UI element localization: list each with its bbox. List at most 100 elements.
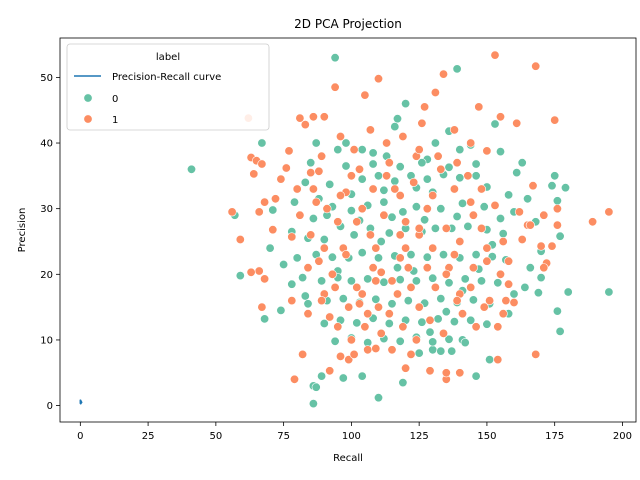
data-point-label-1 <box>406 282 416 292</box>
data-point-label-1 <box>363 345 373 355</box>
data-point-label-0 <box>346 206 356 216</box>
data-point-label-0 <box>604 287 614 297</box>
data-point-label-1 <box>287 232 297 242</box>
data-point-label-0 <box>376 237 386 247</box>
data-point-label-1 <box>509 297 519 307</box>
data-point-label-1 <box>344 355 354 365</box>
data-point-label-1 <box>346 171 356 181</box>
data-point-label-0 <box>417 317 427 327</box>
data-point-label-0 <box>357 145 367 155</box>
data-point-label-1 <box>504 256 514 266</box>
data-point-label-0 <box>457 198 467 208</box>
data-point-label-1 <box>325 312 335 322</box>
data-point-label-1 <box>422 204 432 214</box>
data-point-label-0 <box>395 336 405 346</box>
data-point-label-0 <box>327 252 337 262</box>
data-point-label-1 <box>335 351 345 361</box>
data-point-label-0 <box>444 334 454 344</box>
legend-box <box>66 43 270 131</box>
y-tick-label: 0 <box>47 401 53 412</box>
data-point-label-0 <box>363 274 373 284</box>
data-point-label-0 <box>317 371 327 381</box>
data-point-label-1 <box>430 88 440 98</box>
data-point-label-0 <box>485 355 495 365</box>
data-point-label-1 <box>514 207 524 217</box>
data-point-label-0 <box>525 263 535 273</box>
data-point-label-1 <box>468 263 478 273</box>
data-point-label-1 <box>485 296 495 306</box>
data-point-label-1 <box>308 184 318 194</box>
data-point-label-1 <box>449 125 459 135</box>
x-tick-label: 200 <box>613 431 632 442</box>
x-tick-label: 0 <box>77 431 83 442</box>
data-point-label-0 <box>373 171 383 181</box>
data-point-label-1 <box>468 210 478 220</box>
data-point-label-0 <box>428 337 438 347</box>
data-point-label-1 <box>227 207 237 217</box>
data-point-label-0 <box>455 173 465 183</box>
data-point-label-0 <box>298 273 308 283</box>
data-point-label-0 <box>523 194 533 204</box>
data-point-label-1 <box>354 299 364 309</box>
data-point-label-1 <box>501 296 511 306</box>
data-point-label-0 <box>373 253 383 263</box>
data-point-label-1 <box>317 151 327 161</box>
data-point-label-0 <box>509 289 519 299</box>
data-point-label-1 <box>436 164 446 174</box>
data-point-label-1 <box>466 197 476 207</box>
data-point-label-1 <box>371 243 381 253</box>
data-point-label-1 <box>482 146 492 156</box>
data-point-label-1 <box>379 210 389 220</box>
data-point-label-0 <box>395 162 405 172</box>
data-point-label-0 <box>517 158 527 168</box>
data-point-label-1 <box>392 289 402 299</box>
data-point-label-0 <box>268 205 278 215</box>
legend-entry-1: 1 <box>112 115 118 126</box>
data-point-label-1 <box>482 243 492 253</box>
data-point-label-1 <box>414 302 424 312</box>
data-point-label-1 <box>382 171 392 181</box>
data-point-label-0 <box>493 278 503 288</box>
data-point-label-0 <box>479 202 489 212</box>
data-point-label-1 <box>476 223 486 233</box>
data-point-label-0 <box>368 148 378 158</box>
data-point-label-1 <box>344 302 354 312</box>
data-point-label-1 <box>387 345 397 355</box>
y-tick-label: 20 <box>40 270 53 281</box>
data-point-label-1 <box>384 309 394 319</box>
data-point-label-0 <box>460 338 470 348</box>
data-point-label-0 <box>468 295 478 305</box>
data-point-label-0 <box>411 276 421 286</box>
data-point-label-1 <box>319 112 329 122</box>
data-point-label-0 <box>279 259 289 269</box>
data-point-label-1 <box>363 309 373 319</box>
data-point-label-1 <box>428 243 438 253</box>
data-point-label-0 <box>300 177 310 187</box>
data-point-label-1 <box>384 158 394 168</box>
data-point-label-1 <box>376 328 386 338</box>
data-point-label-0 <box>349 230 359 240</box>
y-tick-label: 30 <box>40 204 53 215</box>
data-point-label-1 <box>365 125 375 135</box>
legend: label Precision-Recall curve 0 1 <box>66 43 270 131</box>
data-point-label-0 <box>422 252 432 262</box>
data-point-label-0 <box>441 307 451 317</box>
x-tick-label: 125 <box>410 431 429 442</box>
data-point-label-0 <box>187 164 197 174</box>
data-point-label-1 <box>398 132 408 142</box>
x-tick-label: 175 <box>545 431 564 442</box>
y-axis-ticks: 0 10 20 30 40 50 <box>40 73 60 412</box>
data-point-label-1 <box>495 112 505 122</box>
x-tick-label: 50 <box>209 431 222 442</box>
data-point-label-1 <box>539 263 549 273</box>
data-point-label-1 <box>411 335 421 345</box>
data-point-label-0 <box>444 162 454 172</box>
data-point-label-1 <box>346 335 356 345</box>
data-point-label-1 <box>330 82 340 92</box>
data-point-label-0 <box>338 373 348 383</box>
data-point-label-1 <box>276 174 286 184</box>
data-point-label-1 <box>368 263 378 273</box>
data-point-label-0 <box>512 168 522 178</box>
x-tick-label: 25 <box>142 431 155 442</box>
